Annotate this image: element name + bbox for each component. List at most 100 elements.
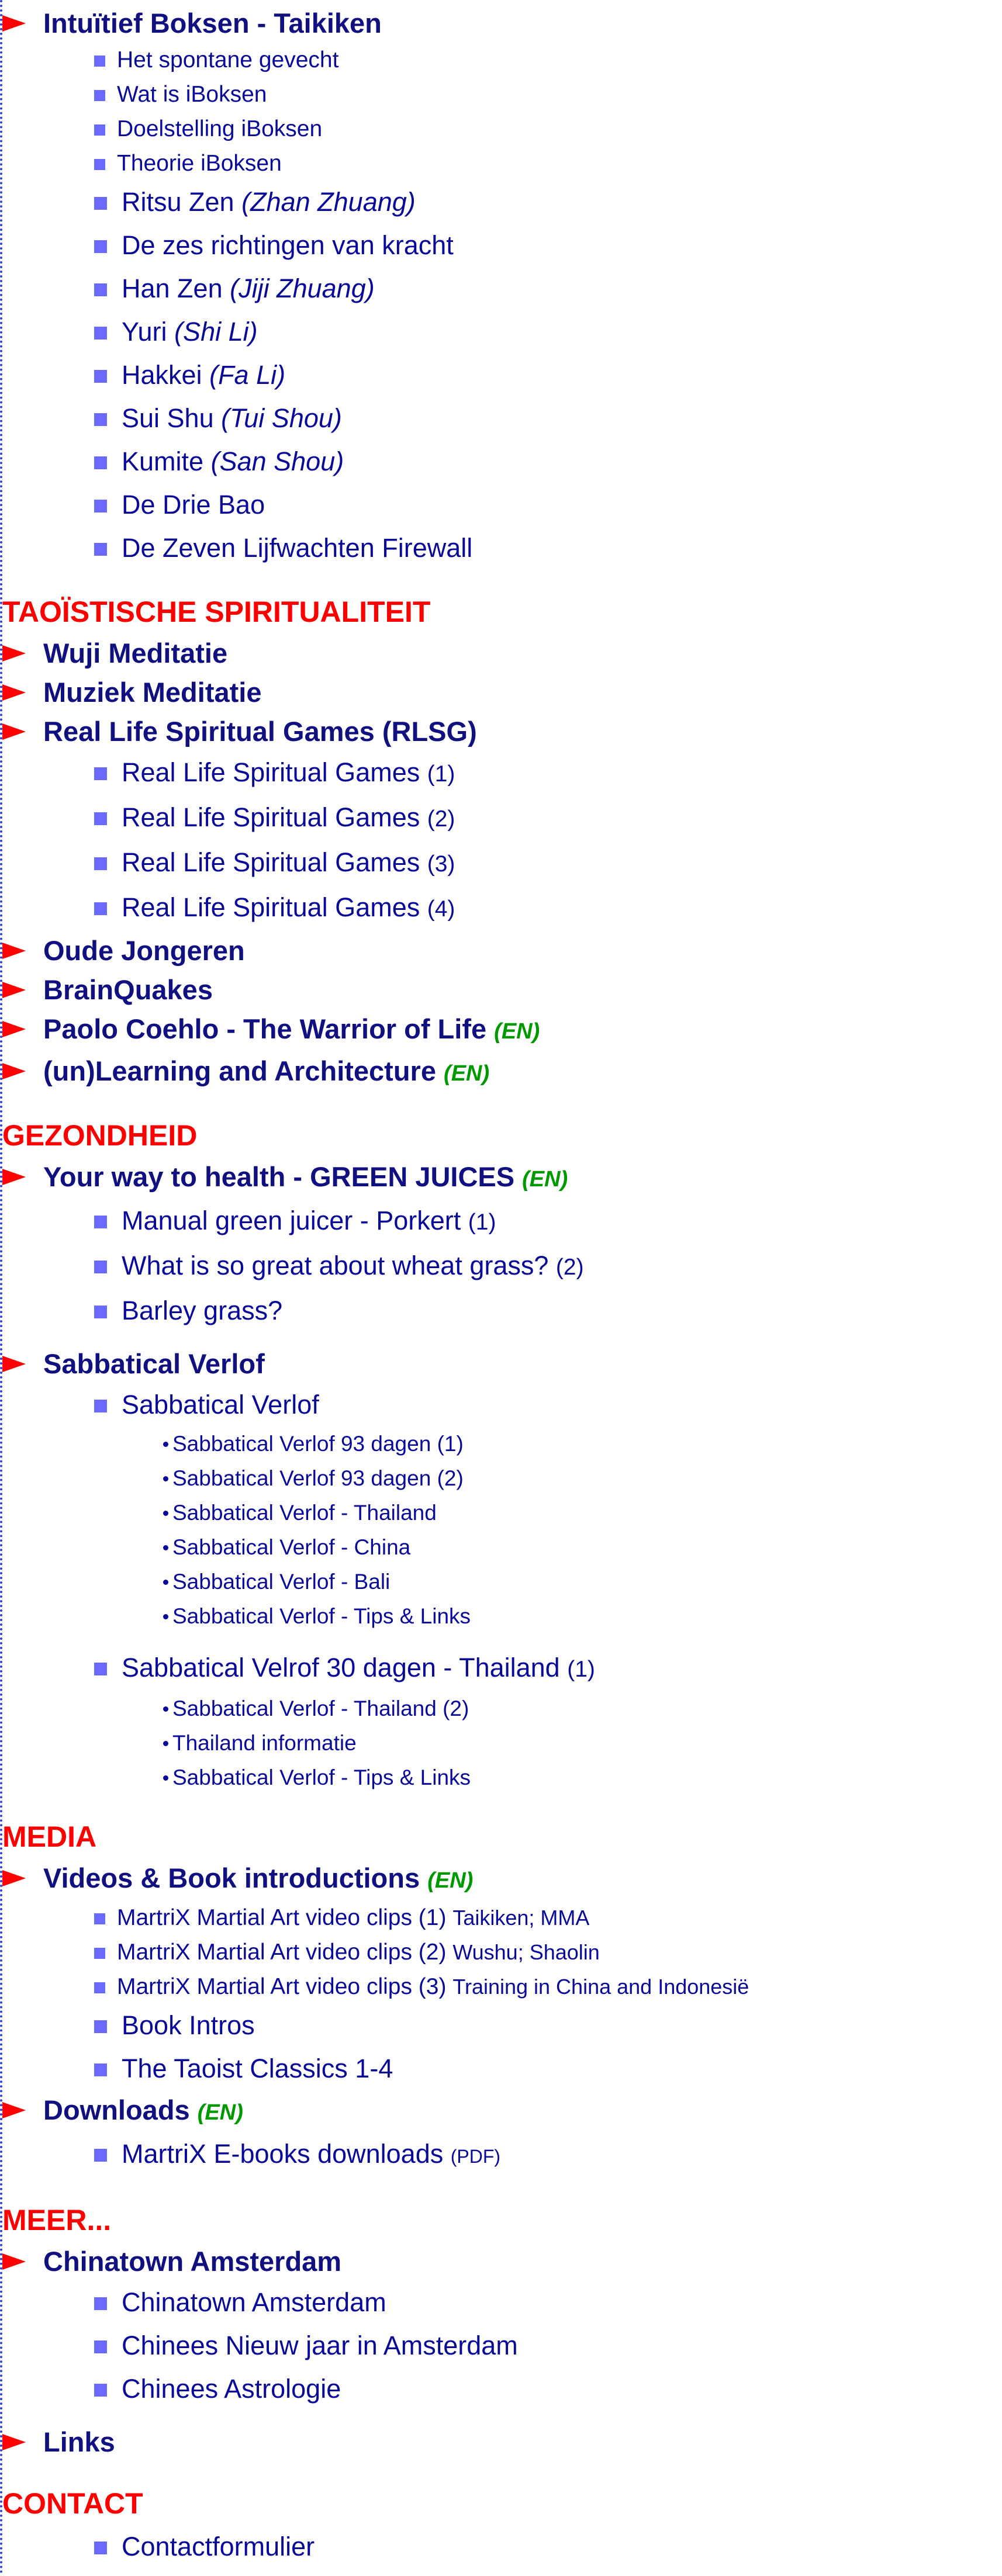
subpage-title[interactable]: Sabbatical Verlof - China	[172, 1535, 411, 1559]
topic-title[interactable]: Oude Jongeren	[43, 935, 245, 966]
subpage-title[interactable]: Sabbatical Verlof - Tips & Links	[172, 1604, 471, 1628]
menu-page[interactable]: Contactformulier	[2, 2525, 1002, 2568]
menu-page[interactable]: Real Life Spiritual Games (3)	[2, 841, 1002, 886]
topic-title[interactable]: Paolo Coehlo - The Warrior of Life	[43, 1013, 487, 1044]
menu-page[interactable]: MartriX E-books downloads (PDF)	[2, 2132, 1002, 2178]
menu-subpage[interactable]: Sabbatical Verlof - Thailand	[2, 1495, 1002, 1530]
menu-page[interactable]: Sabbatical Verlof	[2, 1383, 1002, 1427]
menu-page[interactable]: MartriX Martial Art video clips (2) Wush…	[2, 1935, 1002, 1969]
menu-page[interactable]: Yuri (Shi Li)	[2, 310, 1002, 354]
subpage-title[interactable]: Sabbatical Verlof - Thailand (2)	[172, 1696, 469, 1720]
menu-page[interactable]: Barley grass?	[2, 1289, 1002, 1332]
page-title[interactable]: Hakkei	[122, 360, 202, 390]
menu-page[interactable]: Real Life Spiritual Games (2)	[2, 796, 1002, 841]
subpage-title[interactable]: Sabbatical Verlof - Bali	[172, 1570, 391, 1594]
page-title[interactable]: MartriX Martial Art video clips (1)	[117, 1905, 447, 1930]
subpage-title[interactable]: Sabbatical Verlof - Thailand	[172, 1501, 437, 1525]
menu-topic[interactable]: Paolo Coehlo - The Warrior of Life (EN)	[2, 1009, 1002, 1051]
menu-topic[interactable]: (un)Learning and Architecture (EN)	[2, 1051, 1002, 1093]
page-title[interactable]: Chinees Astrologie	[122, 2374, 341, 2404]
menu-subpage[interactable]: Sabbatical Verlof - Tips & Links	[2, 1760, 1002, 1795]
menu-topic[interactable]: Chinatown Amsterdam	[2, 2242, 1002, 2281]
menu-page[interactable]: What is so great about wheat grass? (2)	[2, 1244, 1002, 1289]
menu-page[interactable]: Manual green juicer - Porkert (1)	[2, 1199, 1002, 1244]
menu-page[interactable]: Kumite (San Shou)	[2, 440, 1002, 483]
topic-title[interactable]: Your way to health - GREEN JUICES	[43, 1161, 515, 1192]
menu-subpage[interactable]: Sabbatical Verlof - Bali	[2, 1564, 1002, 1599]
menu-subpage[interactable]: Sabbatical Verlof 93 dagen (1)	[2, 1427, 1002, 1461]
page-title[interactable]: Real Life Spiritual Games	[122, 802, 420, 832]
menu-page[interactable]: Chinees Nieuw jaar in Amsterdam	[2, 2324, 1002, 2367]
menu-subpage[interactable]: Sabbatical Verlof - China	[2, 1530, 1002, 1564]
page-title[interactable]: MartriX E-books downloads	[122, 2139, 444, 2169]
page-title[interactable]: Real Life Spiritual Games	[122, 757, 420, 787]
page-title[interactable]: De zes richtingen van kracht	[122, 230, 454, 260]
topic-title[interactable]: Links	[43, 2426, 115, 2457]
menu-subpage[interactable]: Sabbatical Verlof 93 dagen (2)	[2, 1461, 1002, 1495]
menu-topic[interactable]: Links	[2, 2422, 1002, 2461]
menu-page[interactable]: The Taoist Classics 1-4	[2, 2047, 1002, 2090]
menu-topic[interactable]: Oude Jongeren	[2, 931, 1002, 970]
page-title[interactable]: Ritsu Zen	[122, 187, 234, 217]
menu-page[interactable]: De Drie Bao	[2, 483, 1002, 527]
topic-title[interactable]: Sabbatical Verlof	[43, 1348, 265, 1379]
topic-title[interactable]: BrainQuakes	[43, 974, 213, 1005]
subpage-title[interactable]: Thailand informatie	[172, 1731, 357, 1755]
menu-page[interactable]: De Zeven Lijfwachten Firewall	[2, 527, 1002, 570]
menu-topic[interactable]: Your way to health - GREEN JUICES (EN)	[2, 1157, 1002, 1199]
page-title[interactable]: Doelstelling iBoksen	[117, 116, 323, 141]
page-title[interactable]: Chinatown Amsterdam	[122, 2287, 386, 2317]
menu-topic[interactable]: Sabbatical Verlof	[2, 1344, 1002, 1383]
menu-topic[interactable]: Downloads (EN)	[2, 2090, 1002, 2132]
topic-title[interactable]: Real Life Spiritual Games (RLSG)	[43, 716, 477, 747]
menu-page[interactable]: Sabbatical Velrof 30 dagen - Thailand (1…	[2, 1646, 1002, 1691]
menu-page[interactable]: Chinatown Amsterdam	[2, 2281, 1002, 2324]
topic-title[interactable]: Chinatown Amsterdam	[43, 2246, 342, 2277]
page-title[interactable]: Sabbatical Verlof	[122, 1390, 319, 1419]
menu-page[interactable]: Hakkei (Fa Li)	[2, 354, 1002, 397]
menu-topic[interactable]: Videos & Book introductions (EN)	[2, 1858, 1002, 1900]
page-title[interactable]: MartriX Martial Art video clips (3)	[117, 1974, 447, 1999]
topic-title[interactable]: Intuïtief Boksen - Taikiken	[43, 8, 382, 39]
topic-title[interactable]: (un)Learning and Architecture	[43, 1055, 436, 1086]
page-title[interactable]: Sui Shu	[122, 403, 214, 433]
topic-title[interactable]: Videos & Book introductions	[43, 1862, 420, 1893]
menu-subpage[interactable]: Thailand informatie	[2, 1726, 1002, 1760]
menu-subpage[interactable]: Sabbatical Verlof - Tips & Links	[2, 1599, 1002, 1633]
subpage-title[interactable]: Sabbatical Verlof - Tips & Links	[172, 1765, 471, 1789]
menu-page[interactable]: Sui Shu (Tui Shou)	[2, 397, 1002, 440]
menu-page[interactable]: MartriX Martial Art video clips (3) Trai…	[2, 1969, 1002, 2004]
page-title[interactable]: Barley grass?	[122, 1296, 283, 1325]
page-title[interactable]: Contactformulier	[122, 2532, 315, 2561]
subpage-title[interactable]: Sabbatical Verlof 93 dagen (2)	[172, 1466, 464, 1490]
topic-title[interactable]: Wuji Meditatie	[43, 638, 228, 669]
page-title[interactable]: Real Life Spiritual Games	[122, 847, 420, 877]
page-title[interactable]: Manual green juicer - Porkert	[122, 1206, 461, 1235]
page-title[interactable]: Sabbatical Velrof 30 dagen - Thailand	[122, 1653, 560, 1682]
menu-page[interactable]: Het spontane gevecht	[2, 43, 1002, 77]
menu-page[interactable]: Chinees Astrologie	[2, 2367, 1002, 2411]
page-title[interactable]: What is so great about wheat grass?	[122, 1251, 549, 1280]
page-title[interactable]: Kumite	[122, 446, 204, 476]
page-title[interactable]: Yuri	[122, 317, 167, 347]
menu-page[interactable]: Book Intros	[2, 2004, 1002, 2047]
menu-page[interactable]: Real Life Spiritual Games (1)	[2, 751, 1002, 796]
page-title[interactable]: The Taoist Classics 1-4	[122, 2054, 393, 2083]
menu-page[interactable]: Theorie iBoksen	[2, 146, 1002, 181]
menu-topic[interactable]: Wuji Meditatie	[2, 633, 1002, 673]
page-title[interactable]: Wat is iBoksen	[117, 82, 267, 107]
page-title[interactable]: Het spontane gevecht	[117, 47, 339, 72]
menu-page[interactable]: Wat is iBoksen	[2, 77, 1002, 112]
menu-page[interactable]: MartriX Martial Art video clips (1) Taik…	[2, 1900, 1002, 1935]
menu-page[interactable]: Han Zen (Jiji Zhuang)	[2, 267, 1002, 310]
menu-page[interactable]: Doelstelling iBoksen	[2, 112, 1002, 146]
page-title[interactable]: Theorie iBoksen	[117, 151, 282, 176]
subpage-title[interactable]: Sabbatical Verlof 93 dagen (1)	[172, 1432, 464, 1456]
menu-page[interactable]: Real Life Spiritual Games (4)	[2, 886, 1002, 931]
menu-topic[interactable]: Real Life Spiritual Games (RLSG)	[2, 712, 1002, 751]
page-title[interactable]: De Drie Bao	[122, 490, 265, 520]
menu-topic[interactable]: Intuïtief Boksen - Taikiken	[2, 4, 1002, 43]
menu-page[interactable]: De zes richtingen van kracht	[2, 224, 1002, 267]
page-title[interactable]: Han Zen	[122, 273, 223, 303]
page-title[interactable]: MartriX Martial Art video clips (2)	[117, 1940, 447, 1965]
